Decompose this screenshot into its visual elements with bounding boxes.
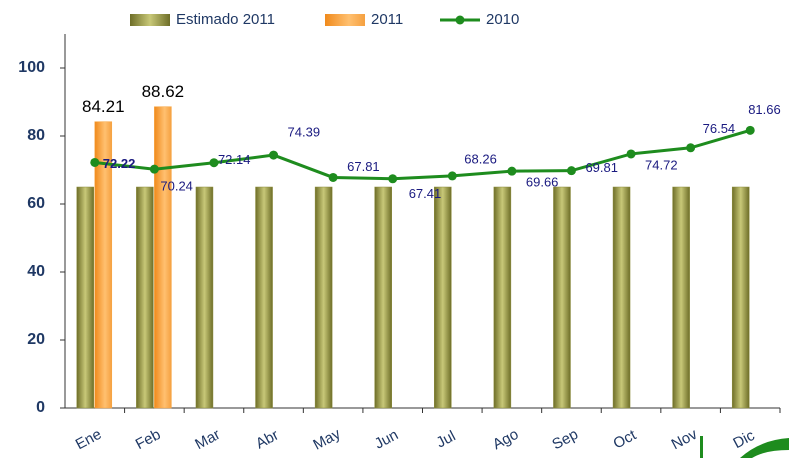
point bbox=[626, 149, 636, 159]
y-tick-label: 100 bbox=[18, 59, 45, 76]
data-label: 74.72 bbox=[645, 157, 678, 172]
bar bbox=[314, 186, 333, 409]
point bbox=[507, 166, 517, 176]
data-label: 72.14 bbox=[218, 152, 251, 167]
bar bbox=[434, 186, 452, 409]
legend-swatch bbox=[130, 14, 170, 26]
x-tick-label: Abr bbox=[253, 427, 282, 453]
data-label: 84.21 bbox=[82, 97, 125, 116]
point bbox=[209, 158, 219, 168]
bar bbox=[374, 186, 392, 409]
y-tick-label: 80 bbox=[27, 127, 45, 144]
bar bbox=[154, 106, 172, 409]
x-tick-label: Mar bbox=[192, 426, 223, 453]
line bbox=[94, 128, 751, 181]
y-tick-label: 0 bbox=[36, 399, 45, 416]
point bbox=[269, 150, 279, 160]
data-label: 69.66 bbox=[526, 175, 559, 190]
x-tick-label: Feb bbox=[133, 426, 164, 453]
decoration bbox=[740, 438, 789, 458]
legend-label: Estimado 2011 bbox=[176, 11, 275, 28]
data-label: 67.41 bbox=[409, 186, 442, 201]
bar bbox=[731, 186, 750, 409]
bar bbox=[672, 186, 690, 409]
point bbox=[686, 143, 696, 153]
y-tick-label: 40 bbox=[27, 263, 45, 280]
bar bbox=[553, 186, 571, 409]
x-tick-label: Jul bbox=[434, 428, 459, 452]
bar bbox=[94, 121, 113, 409]
point bbox=[566, 166, 576, 176]
x-tick-label: Ene bbox=[73, 426, 105, 454]
bar bbox=[195, 186, 214, 409]
legend-label: 2010 bbox=[486, 11, 519, 28]
x-tick-label: Jun bbox=[372, 426, 401, 452]
bar bbox=[76, 186, 95, 409]
y-tick-label: 60 bbox=[27, 195, 45, 212]
data-label: 67.81 bbox=[347, 159, 380, 174]
legend-swatch bbox=[455, 15, 465, 25]
point bbox=[745, 125, 755, 135]
data-label: 74.39 bbox=[288, 125, 321, 140]
x-tick-label: Ago bbox=[490, 426, 522, 454]
point bbox=[149, 164, 159, 174]
y-tick-label: 20 bbox=[27, 331, 45, 348]
bar bbox=[612, 186, 631, 409]
point bbox=[328, 172, 338, 182]
x-tick-label: Nov bbox=[669, 426, 701, 454]
bar bbox=[255, 186, 273, 409]
x-tick-label: May bbox=[310, 425, 343, 454]
legend-label: 2011 bbox=[371, 11, 403, 28]
point bbox=[90, 157, 100, 167]
legend-swatch bbox=[325, 14, 365, 26]
data-label: 70.24 bbox=[160, 179, 193, 194]
point bbox=[447, 171, 457, 181]
point bbox=[388, 174, 398, 184]
data-label: 72.22 bbox=[103, 156, 136, 171]
decoration bbox=[700, 436, 703, 458]
data-label: 76.54 bbox=[703, 121, 736, 136]
bar bbox=[493, 186, 512, 409]
data-label: 69.81 bbox=[585, 160, 618, 175]
bar bbox=[136, 186, 154, 409]
x-tick-label: Oct bbox=[610, 426, 639, 452]
data-label: 88.62 bbox=[142, 82, 185, 101]
data-label: 81.66 bbox=[748, 102, 781, 117]
x-tick-label: Sep bbox=[549, 426, 581, 454]
data-label: 68.26 bbox=[464, 151, 497, 166]
